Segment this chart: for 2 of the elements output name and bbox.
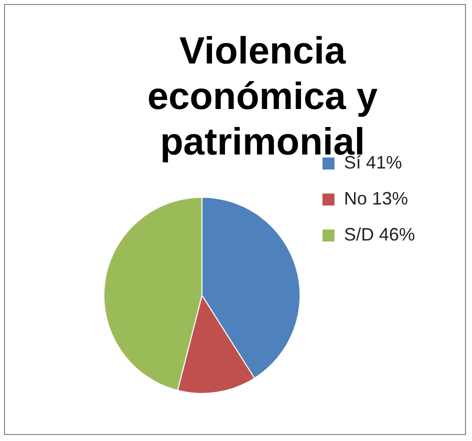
legend-label: No 13% [344, 188, 408, 208]
legend-label: S/D 46% [344, 224, 416, 244]
